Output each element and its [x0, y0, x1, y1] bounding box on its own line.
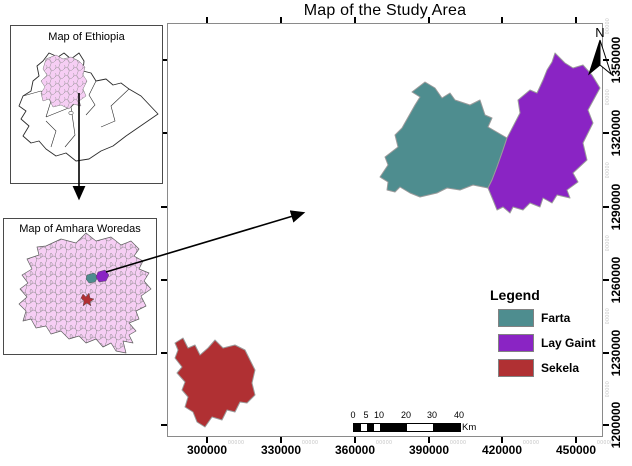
sekela-polygon — [174, 337, 256, 428]
y-axis-tick — [603, 59, 609, 61]
north-arrow-left-half — [588, 39, 601, 76]
y-axis-tick — [603, 352, 609, 354]
ethiopia-amhara-region — [40, 54, 88, 110]
y-axis-minor-label: 00000 — [605, 88, 611, 106]
ethiopia-inset-title: Map of Ethiopia — [48, 31, 125, 43]
x-axis-minor-label: 00000 — [228, 440, 245, 446]
y-axis-label: 1320000 — [609, 109, 623, 157]
y-axis-tick — [603, 279, 609, 281]
north-arrow: N — [588, 25, 612, 76]
x-axis-tick — [280, 437, 282, 443]
y-axis-label: 1230000 — [609, 329, 623, 377]
scale-bar: 0 5 10 20 30 40 Km — [348, 410, 478, 436]
ethiopia-outline — [18, 52, 159, 162]
amhara-woredas-region — [18, 232, 152, 354]
amhara-map — [18, 232, 152, 354]
x-axis-tick — [501, 17, 503, 23]
x-axis-tick — [206, 437, 208, 443]
x-axis-label: 450000 — [555, 443, 597, 457]
legend-title: Legend — [490, 287, 540, 303]
y-axis-tick — [161, 352, 167, 354]
farta-polygon — [379, 81, 508, 198]
ethiopia-map — [18, 52, 159, 162]
amhara-lay-gaint-highlight — [95, 269, 110, 283]
farta-swatch — [498, 309, 534, 327]
sekela-swatch — [498, 359, 534, 377]
x-axis-label: 420000 — [481, 443, 523, 457]
legend-item-sekela: Sekela — [498, 359, 596, 377]
scale-tick-30: 30 — [426, 410, 438, 420]
y-axis-tick — [161, 206, 167, 208]
y-axis-tick — [603, 206, 609, 208]
amhara-inset: Map of Amhara Woredas — [3, 218, 157, 355]
y-axis-tick — [603, 132, 609, 134]
y-axis-tick — [161, 279, 167, 281]
x-axis-tick — [428, 17, 430, 23]
y-axis-minor-label: 00000 — [605, 234, 611, 252]
scale-tick-5: 5 — [363, 410, 369, 420]
x-axis-tick — [354, 437, 356, 443]
lay-gaint-polygon — [487, 52, 601, 214]
scale-tick-0: 0 — [350, 410, 356, 420]
y-axis-minor-label: 00000 — [605, 380, 611, 398]
y-axis-tick — [161, 424, 167, 426]
y-axis-tick — [161, 132, 167, 134]
lake-marker — [68, 111, 74, 116]
farta-label: Farta — [541, 311, 571, 325]
y-axis-label: 1200000 — [609, 401, 623, 449]
lay-gaint-swatch — [498, 334, 534, 352]
main-map-canvas — [174, 52, 601, 428]
x-axis-minor-label: 00000 — [376, 440, 393, 446]
ethiopia-inset: Map of Ethiopia — [10, 25, 163, 184]
x-axis-tick — [354, 17, 356, 23]
x-axis-label: 330000 — [260, 443, 302, 457]
y-axis-tick — [161, 59, 167, 61]
scale-tick-10: 10 — [373, 410, 385, 420]
x-axis-tick — [575, 17, 577, 23]
y-axis-minor-label: 00000 — [605, 161, 611, 179]
scale-tick-40: 40 — [453, 410, 465, 420]
x-axis-label: 390000 — [408, 443, 450, 457]
x-axis-tick — [428, 437, 430, 443]
x-axis-label: 360000 — [334, 443, 376, 457]
y-axis-label: 1260000 — [609, 256, 623, 304]
legend-item-farta: Farta — [498, 309, 596, 327]
x-axis-tick — [575, 437, 577, 443]
y-axis-tick — [603, 424, 609, 426]
lay-gaint-label: Lay Gaint — [541, 336, 596, 350]
y-axis-label: 1350000 — [609, 36, 623, 84]
north-arrow-label: N — [595, 25, 604, 40]
x-axis-minor-label: 00000 — [597, 440, 614, 446]
sekela-label: Sekela — [541, 361, 580, 375]
x-axis-tick — [206, 17, 208, 23]
north-arrow-right-half — [599, 39, 612, 76]
x-axis-minor-label: 00000 — [302, 440, 319, 446]
y-axis-label: 1290000 — [609, 183, 623, 231]
legend-item-lay-gaint: Lay Gaint — [498, 334, 596, 352]
x-axis-tick — [501, 437, 503, 443]
y-axis-minor-label: 00000 — [605, 307, 611, 325]
x-axis-minor-label: 00000 — [523, 440, 540, 446]
x-axis-minor-label: 00000 — [450, 440, 467, 446]
amhara-farta-highlight — [85, 272, 99, 284]
scale-bar-unit: Km — [462, 422, 477, 433]
amhara-sekela-highlight — [80, 292, 95, 307]
main-map-frame: N Legend Farta Lay Gaint Sekela 0 5 1 — [167, 23, 612, 437]
x-axis-label: 300000 — [186, 443, 228, 457]
scale-bar-segments — [353, 423, 461, 432]
x-axis-tick — [280, 17, 282, 23]
legend: Legend Farta Lay Gaint Sekela — [488, 287, 596, 384]
y-axis-minor-label: 00000 — [605, 17, 611, 35]
page-title: Map of the Study Area — [303, 2, 467, 19]
scale-tick-20: 20 — [400, 410, 412, 420]
